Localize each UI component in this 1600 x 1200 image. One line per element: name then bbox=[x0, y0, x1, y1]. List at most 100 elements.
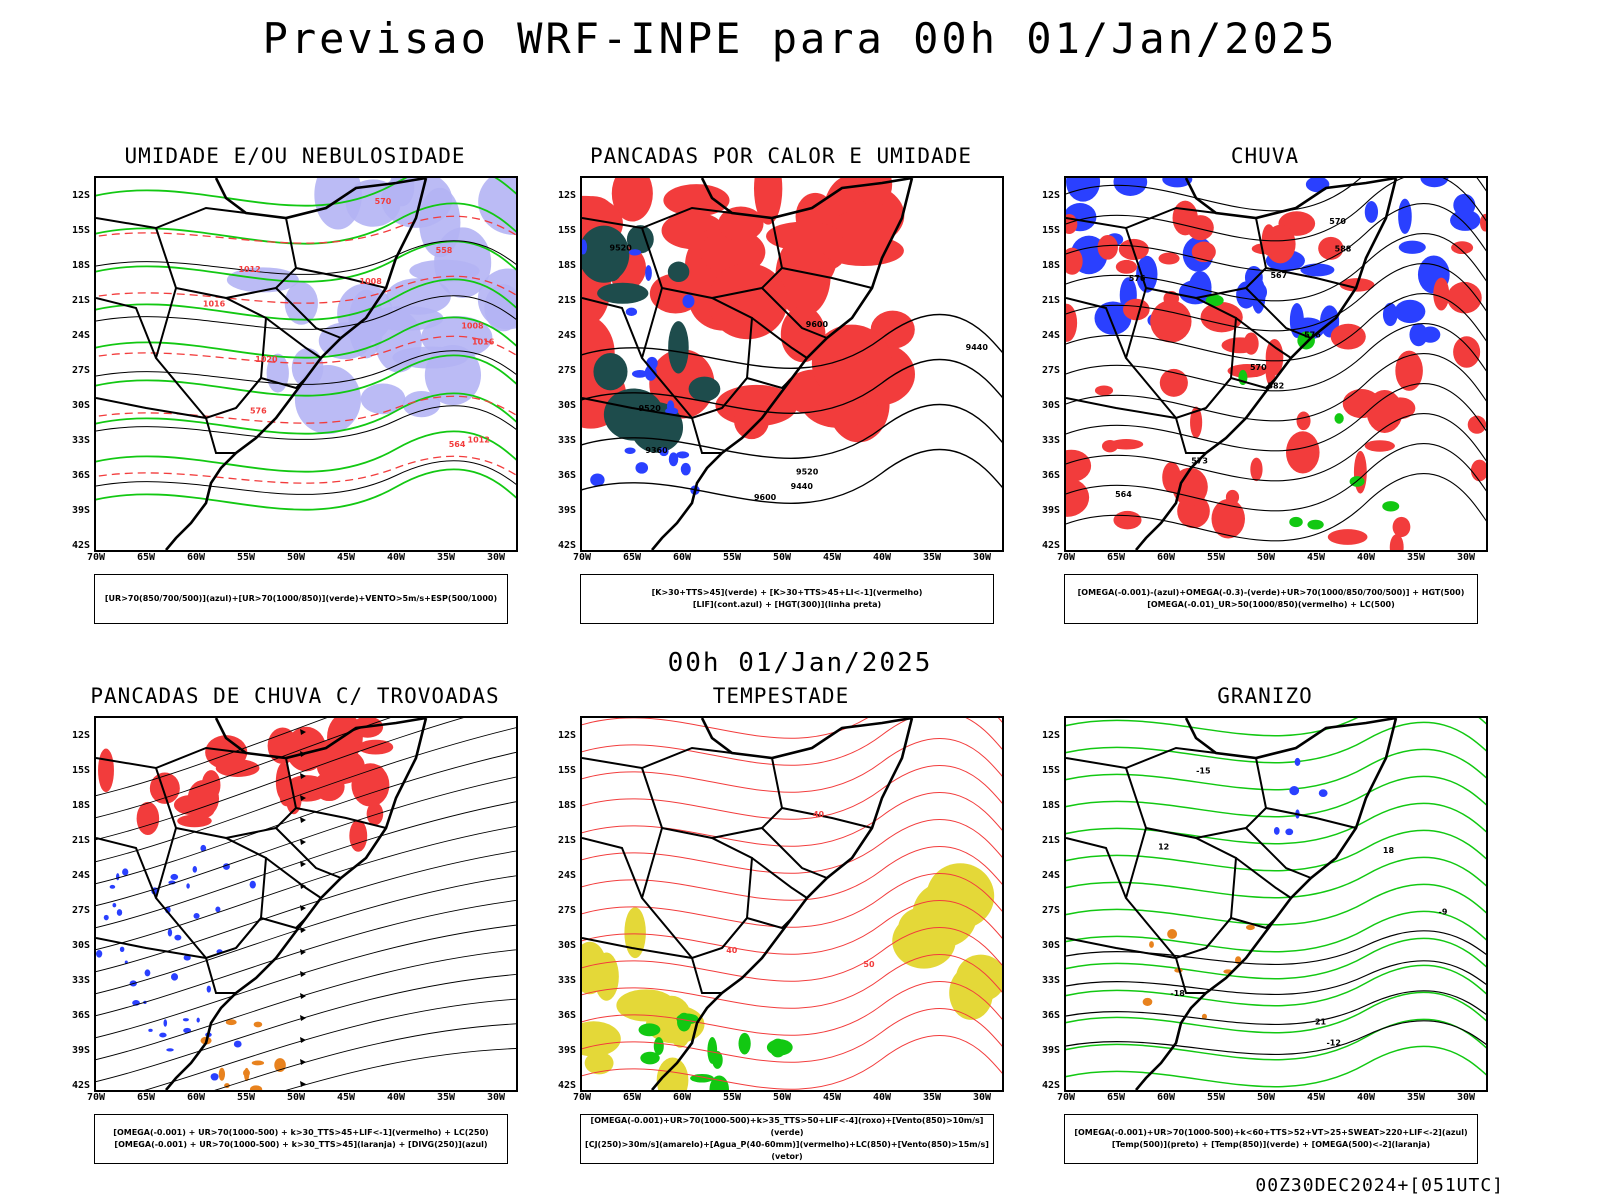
country-border bbox=[1066, 746, 1238, 949]
lat-tick-label: 42S bbox=[71, 540, 90, 551]
lon-tick-label: 45W bbox=[336, 552, 356, 563]
country-border bbox=[1245, 757, 1357, 829]
forecast-time-label: 00h 01/Jan/2025 bbox=[667, 648, 933, 678]
instability-area bbox=[663, 184, 730, 217]
instability-area bbox=[822, 235, 904, 266]
lon-tick-label: 40W bbox=[872, 552, 892, 563]
divergence-cell bbox=[183, 1027, 192, 1034]
strong-omega-area bbox=[1289, 516, 1303, 528]
divergence-cell bbox=[103, 914, 109, 921]
lat-tick-label: 27S bbox=[71, 905, 90, 916]
contour-label: 588 bbox=[1335, 245, 1352, 254]
omega-area bbox=[1113, 178, 1148, 196]
country-border bbox=[691, 286, 828, 454]
rain-area bbox=[1191, 241, 1216, 263]
shower-area bbox=[251, 1060, 265, 1066]
streamline-850 bbox=[582, 953, 1002, 1009]
lat-tick-label: 42S bbox=[71, 1080, 90, 1091]
rain-area bbox=[1115, 259, 1138, 274]
rain-area bbox=[1395, 350, 1423, 391]
country-border bbox=[96, 746, 268, 949]
lon-tick-label: 40W bbox=[386, 1092, 406, 1103]
map-svg: -12 -15 -18 12 18 21 -9 bbox=[1066, 718, 1486, 1090]
lon-tick-label: 30W bbox=[1456, 1092, 1476, 1103]
map-area: -12 -15 -18 12 18 21 -9 bbox=[1064, 716, 1488, 1092]
lat-tick-label: 30S bbox=[1041, 400, 1060, 411]
lifted-index-cell bbox=[682, 294, 695, 309]
divergence-cell bbox=[163, 1019, 168, 1027]
contour-label: 21 bbox=[1315, 1018, 1327, 1027]
country-border bbox=[260, 317, 322, 390]
flow-arrow bbox=[300, 1081, 306, 1087]
legend-line: [OMEGA(-0.001) + UR>70(1000-500) + k>30_… bbox=[113, 1128, 489, 1137]
lat-tick-label: 33S bbox=[71, 435, 90, 446]
temp-850-contour bbox=[1066, 721, 1486, 764]
divergence-cell bbox=[193, 912, 200, 919]
wind-850-area bbox=[766, 1039, 793, 1056]
jet-stream-area bbox=[926, 863, 995, 929]
lat-tick-label: 21S bbox=[1041, 295, 1060, 306]
rain-area bbox=[1389, 534, 1404, 550]
humidity-contour bbox=[96, 316, 516, 359]
lat-tick-label: 21S bbox=[557, 295, 576, 306]
divergence-cell bbox=[124, 960, 128, 964]
strong-omega-area bbox=[1334, 413, 1344, 424]
temp-850-contour bbox=[1066, 775, 1486, 818]
lat-tick-label: 30S bbox=[557, 940, 576, 951]
panel-legend: [UR>70(850/700/500)](azul)+[UR>70(1000/8… bbox=[94, 574, 508, 624]
hail-area bbox=[1273, 827, 1280, 835]
divergence-cell bbox=[167, 928, 173, 937]
contour-label: 9440 bbox=[966, 343, 989, 352]
humidity-area bbox=[477, 268, 516, 330]
lat-tick-label: 39S bbox=[1041, 505, 1060, 516]
panel-pancadas-trovoadas: PANCADAS DE CHUVA C/ TROVOADAS 12S 15S 18S 2… bbox=[50, 684, 540, 1164]
flow-arrow bbox=[300, 883, 306, 889]
country-border bbox=[582, 297, 693, 419]
coastline bbox=[165, 178, 428, 550]
humidity-area bbox=[478, 178, 516, 235]
streamline bbox=[96, 801, 516, 929]
contour-label: 576 bbox=[250, 407, 267, 416]
temp-850-contour bbox=[1066, 748, 1486, 791]
lon-tick-label: 60W bbox=[186, 552, 206, 563]
lon-tick-label: 30W bbox=[486, 1092, 506, 1103]
omega-area bbox=[1364, 200, 1379, 223]
lat-tick-label: 33S bbox=[1041, 975, 1060, 986]
lon-tick-label: 35W bbox=[436, 1092, 456, 1103]
pressure-contour bbox=[96, 295, 516, 330]
omega-area bbox=[1409, 323, 1428, 347]
instability-area-moderate bbox=[582, 225, 630, 283]
streamline bbox=[96, 718, 464, 841]
lon-tick-label: 50W bbox=[1256, 1092, 1276, 1103]
jet-stream-area bbox=[624, 907, 646, 959]
instability-area-moderate bbox=[667, 261, 690, 283]
streamline-850 bbox=[582, 718, 1002, 766]
coastline bbox=[1135, 718, 1398, 1090]
wind-850-area bbox=[707, 1036, 718, 1064]
map-svg: 40 50 40 bbox=[582, 718, 1002, 1090]
rain-area bbox=[1172, 467, 1208, 507]
divergence-cell bbox=[166, 1048, 174, 1052]
humidity-contour bbox=[96, 278, 516, 321]
thunderstorm-area bbox=[98, 748, 114, 793]
divergence-cell bbox=[148, 1028, 153, 1032]
panel-legend: [OMEGA(-0.001)+UR>70(1000-500)+k>35_TTS>… bbox=[580, 1114, 994, 1164]
lat-tick-label: 15S bbox=[71, 765, 90, 776]
omega-area bbox=[1248, 282, 1268, 303]
contour-label: 9600 bbox=[754, 493, 777, 502]
strong-omega-area bbox=[1307, 519, 1324, 530]
rain-area bbox=[1433, 277, 1450, 311]
divergence-cell bbox=[122, 868, 129, 876]
lon-tick-label: 70W bbox=[1056, 1092, 1076, 1103]
lon-tick-label: 70W bbox=[86, 1092, 106, 1103]
rain-area bbox=[1243, 332, 1259, 355]
panel-legend: [OMEGA(-0.001)-(azul)+OMEGA(-0.3)-(verde… bbox=[1064, 574, 1478, 624]
divergence-cell bbox=[119, 946, 125, 953]
lifted-index-cell bbox=[631, 370, 648, 378]
panel-pancadas-calor: PANCADAS POR CALOR E UMIDADE 9600 9520 9600… bbox=[536, 144, 1026, 624]
lon-tick-label: 65W bbox=[136, 552, 156, 563]
lat-tick-label: 12S bbox=[557, 190, 576, 201]
lat-tick-label: 21S bbox=[1041, 835, 1060, 846]
lat-tick-label: 24S bbox=[1041, 330, 1060, 341]
rain-area bbox=[1453, 336, 1481, 368]
